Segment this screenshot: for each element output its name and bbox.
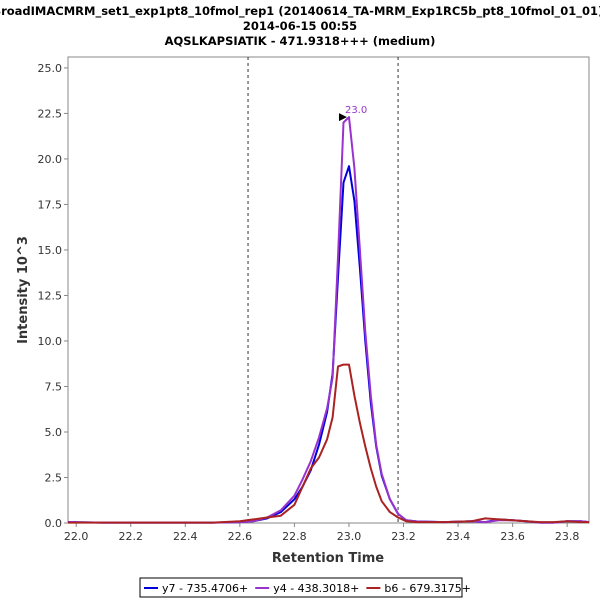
x-tick-label: 22.2 [118, 530, 143, 543]
y-axis-ticks: 0.0 2.5 5.0 7.5 10.0 12.5 15.0 17.5 20.0 22.5 25.0 [38, 62, 68, 530]
x-tick-label: 23.2 [391, 530, 416, 543]
x-tick-label: 23.8 [555, 530, 580, 543]
y-tick-label: 15.0 [38, 244, 63, 257]
x-tick-label: 22.6 [228, 530, 253, 543]
y-tick-label: 0.0 [45, 517, 63, 530]
annotation-arrow [338, 113, 347, 122]
series-line-3 [68, 363, 589, 524]
plot-area [67, 56, 590, 524]
series-lines [67, 116, 590, 524]
chart-title: BroadIMACMRM_set1_exp1pt8_10fmol_rep1 (2… [0, 4, 600, 48]
y-tick-label: 12.5 [38, 289, 63, 302]
annotation-label: 23.0 [345, 105, 367, 116]
chart-title-line-1: BroadIMACMRM_set1_exp1pt8_10fmol_rep1 (2… [0, 4, 600, 19]
x-axis-ticks: 22.0 22.2 22.4 22.6 22.8 23.0 23.2 23.4 23.6 23.8 [64, 523, 579, 543]
y-tick-label: 2.5 [45, 471, 63, 484]
chart-title-line-2: 2014-06-15 00:55 [243, 19, 357, 33]
chart-title-line-3: AQSLKAPSIATIK - 471.9318+++ (medium) [165, 34, 436, 48]
x-axis-label: Retention Time [272, 551, 384, 566]
y-tick-label: 25.0 [38, 62, 63, 75]
x-tick-label: 23.6 [500, 530, 525, 543]
y-tick-label: 17.5 [38, 198, 63, 211]
legend-label-2: y4 - 438.3018+ [273, 582, 359, 595]
legend-box [139, 577, 463, 598]
legend-items: y7 - 735.4706+ y4 - 438.3018+ b6 - 679.317… [144, 582, 471, 595]
y-axis-label: Intensity 10^3 [16, 236, 31, 344]
x-tick-label: 23.0 [337, 530, 362, 543]
x-tick-label: 22.8 [282, 530, 307, 543]
x-tick-label: 22.0 [64, 530, 89, 543]
legend: y7 - 735.4706+ y4 - 438.3018+ b6 - 679.317… [139, 577, 471, 598]
y-tick-label: 10.0 [38, 335, 63, 348]
y-tick-label: 5.0 [45, 426, 63, 439]
y-tick-label: 7.5 [45, 380, 63, 393]
legend-label-3: b6 - 679.3175+ [384, 582, 471, 595]
x-tick-label: 22.4 [173, 530, 198, 543]
peak-annotation: 23.0 [338, 105, 367, 122]
legend-label-1: y7 - 735.4706+ [162, 582, 248, 595]
y-tick-label: 20.0 [38, 153, 63, 166]
y-tick-label: 22.5 [38, 107, 63, 120]
x-tick-label: 23.4 [446, 530, 471, 543]
